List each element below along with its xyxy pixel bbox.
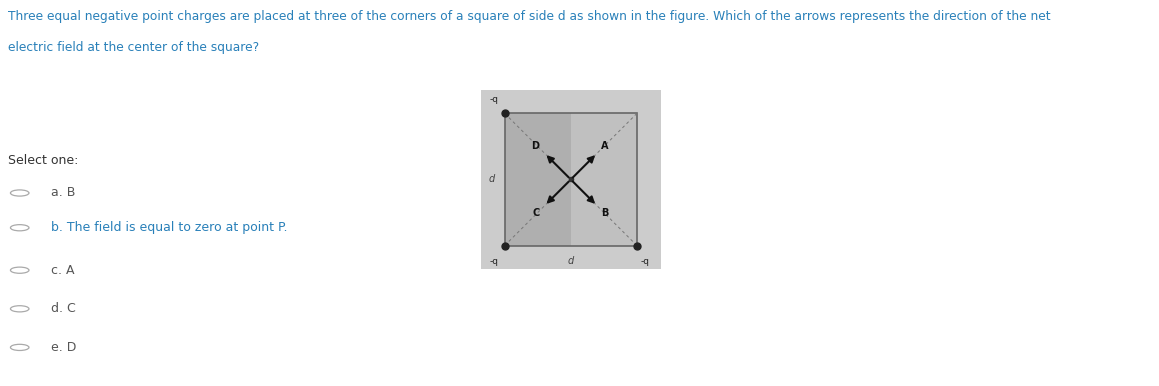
Text: C: C xyxy=(533,208,540,218)
Text: a. B: a. B xyxy=(51,186,75,200)
Text: d. C: d. C xyxy=(51,302,75,315)
Text: A: A xyxy=(602,141,608,151)
Polygon shape xyxy=(571,113,636,245)
Text: D: D xyxy=(531,141,539,151)
Text: d: d xyxy=(568,256,574,266)
Text: -q: -q xyxy=(641,257,650,266)
Text: d: d xyxy=(488,174,495,185)
Text: b. The field is equal to zero at point P.: b. The field is equal to zero at point P… xyxy=(51,221,287,234)
Text: B: B xyxy=(602,208,608,218)
Text: e. D: e. D xyxy=(51,341,76,354)
Text: -q: -q xyxy=(489,95,498,104)
Text: Three equal negative point charges are placed at three of the corners of a squar: Three equal negative point charges are p… xyxy=(8,10,1051,23)
Text: Select one:: Select one: xyxy=(8,154,79,168)
Text: c. A: c. A xyxy=(51,264,74,277)
Text: -q: -q xyxy=(489,257,498,266)
Polygon shape xyxy=(505,113,571,245)
Polygon shape xyxy=(481,90,661,269)
Text: electric field at the center of the square?: electric field at the center of the squa… xyxy=(8,41,260,54)
